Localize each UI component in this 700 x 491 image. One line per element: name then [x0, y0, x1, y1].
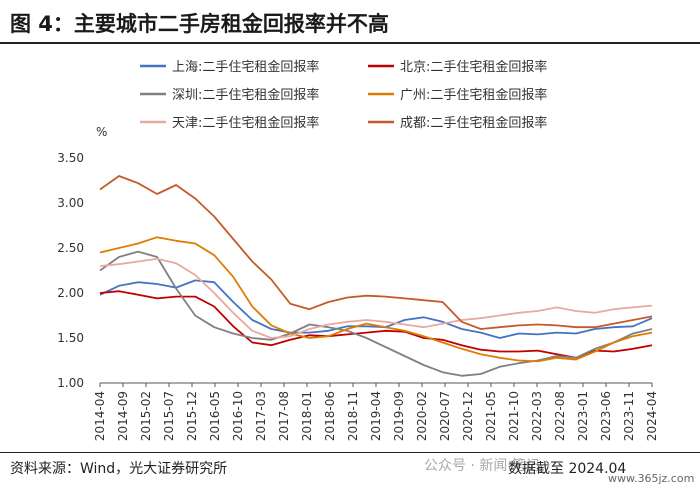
x-tick-label: 2018-11 [346, 391, 360, 441]
x-tick-label: 2017-03 [254, 391, 268, 441]
x-tick-label: 2023-01 [576, 391, 590, 441]
y-tick-label: 1.00 [57, 376, 84, 390]
legend-label: 深圳:二手住宅租金回报率 [172, 87, 319, 103]
x-tick-label: 2014-04 [93, 391, 107, 441]
legend-label: 广州:二手住宅租金回报率 [400, 87, 547, 103]
y-axis: 1.00 1.50 2.00 2.50 3.00 3.50 [57, 151, 84, 390]
legend-label: 北京:二手住宅租金回报率 [400, 59, 547, 75]
x-tick-label: 2021-05 [484, 391, 498, 441]
x-tick-label: 2016-10 [231, 391, 245, 441]
top-rule [0, 42, 700, 44]
x-tick-label: 2015-12 [185, 391, 199, 441]
x-tick-label: 2014-09 [116, 391, 130, 441]
x-tick-label: 2018-01 [300, 391, 314, 441]
x-tick-label: 2022-08 [553, 391, 567, 441]
x-tick-label: 2024-04 [645, 391, 659, 441]
x-tick-label: 2017-08 [277, 391, 291, 441]
source-note: 资料来源：Wind，光大证券研究所 [10, 461, 228, 477]
series-line-0 [99, 279, 653, 339]
y-tick-label: 3.00 [57, 196, 84, 210]
legend-label: 成都:二手住宅租金回报率 [400, 115, 547, 131]
x-tick-label: 2020-07 [438, 391, 452, 441]
figure-title: 图 4：主要城市二手房租金回报率并不高 [10, 12, 389, 36]
x-tick-label: 2023-06 [599, 391, 613, 441]
x-tick-label: 2018-06 [323, 391, 337, 441]
data-cutoff-note: 数据截至 2024.04 [508, 461, 627, 477]
x-tick-label: 2020-02 [415, 391, 429, 441]
y-tick-label: 2.00 [57, 286, 84, 300]
x-tick-label: 2015-07 [162, 391, 176, 441]
x-axis: 2014-04 2014-09 2015-02 2015-07 2015-12 2016-… [93, 382, 659, 441]
legend-label: 上海:二手住宅租金回报率 [172, 59, 319, 75]
y-tick-label: 3.50 [57, 151, 84, 165]
series-line-3 [99, 236, 653, 363]
x-tick-label: 2019-04 [369, 391, 383, 441]
x-tick-label: 2016-05 [208, 391, 222, 441]
series-line-5 [99, 175, 653, 330]
watermark-url: www.365jz.com [608, 472, 695, 485]
x-tick-label: 2015-02 [139, 391, 153, 441]
y-tick-label: 2.50 [57, 241, 84, 255]
series-lines [99, 175, 653, 377]
x-tick-label: 2021-10 [507, 391, 521, 441]
x-tick-label: 2023-11 [622, 391, 636, 441]
y-axis-label: % [96, 125, 107, 139]
x-tick-label: 2019-09 [392, 391, 406, 441]
x-tick-label: 2020-12 [461, 391, 475, 441]
watermark: 公众号 · 新闻 笔记 [424, 458, 540, 474]
series-line-1 [99, 290, 653, 359]
series-line-4 [99, 257, 653, 339]
x-tick-label: 2022-03 [530, 391, 544, 441]
bottom-rule [0, 452, 700, 453]
legend-label: 天津:二手住宅租金回报率 [172, 115, 319, 131]
series-line-2 [99, 250, 653, 377]
y-tick-label: 1.50 [57, 331, 84, 345]
